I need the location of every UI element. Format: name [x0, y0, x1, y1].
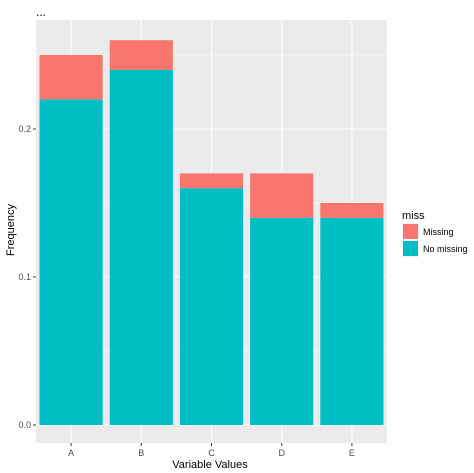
bars [39, 40, 384, 426]
bar-no-missing-A [39, 99, 103, 426]
x-tick-label: A [68, 448, 74, 458]
x-tick-label: B [138, 448, 144, 458]
bar-no-missing-B [109, 69, 173, 426]
bar-no-missing-D [250, 217, 314, 425]
bar-missing-D [250, 173, 314, 218]
y-tick-label: 0.1 [18, 272, 31, 282]
x-tick-label: E [349, 448, 355, 458]
legend-swatch-no-missing [403, 241, 418, 256]
legend-swatch-missing [403, 224, 418, 239]
x-axis-title: Variable Values [172, 459, 248, 471]
bar-no-missing-C [179, 188, 244, 425]
bar-missing-E [320, 203, 384, 218]
y-axis-ticks: 0.0 0.1 0.2 [18, 124, 36, 430]
legend-label-missing: Missing [423, 227, 454, 237]
bar-missing-C [179, 173, 244, 189]
legend-title: miss [402, 210, 425, 222]
x-axis-ticks: A B C D E [68, 443, 355, 458]
bar-missing-B [109, 40, 173, 70]
bar-no-missing-E [320, 217, 384, 425]
x-tick-label: D [278, 448, 285, 458]
bar-missing-A [39, 55, 103, 100]
y-axis-title: Frequency [5, 204, 17, 256]
legend-label-no-missing: No missing [423, 244, 468, 254]
legend: miss Missing No missing [402, 210, 468, 257]
chart-title: ... [36, 5, 46, 19]
y-tick-label: 0.2 [18, 124, 31, 134]
x-tick-label: C [208, 448, 215, 458]
y-tick-label: 0.0 [18, 420, 31, 430]
